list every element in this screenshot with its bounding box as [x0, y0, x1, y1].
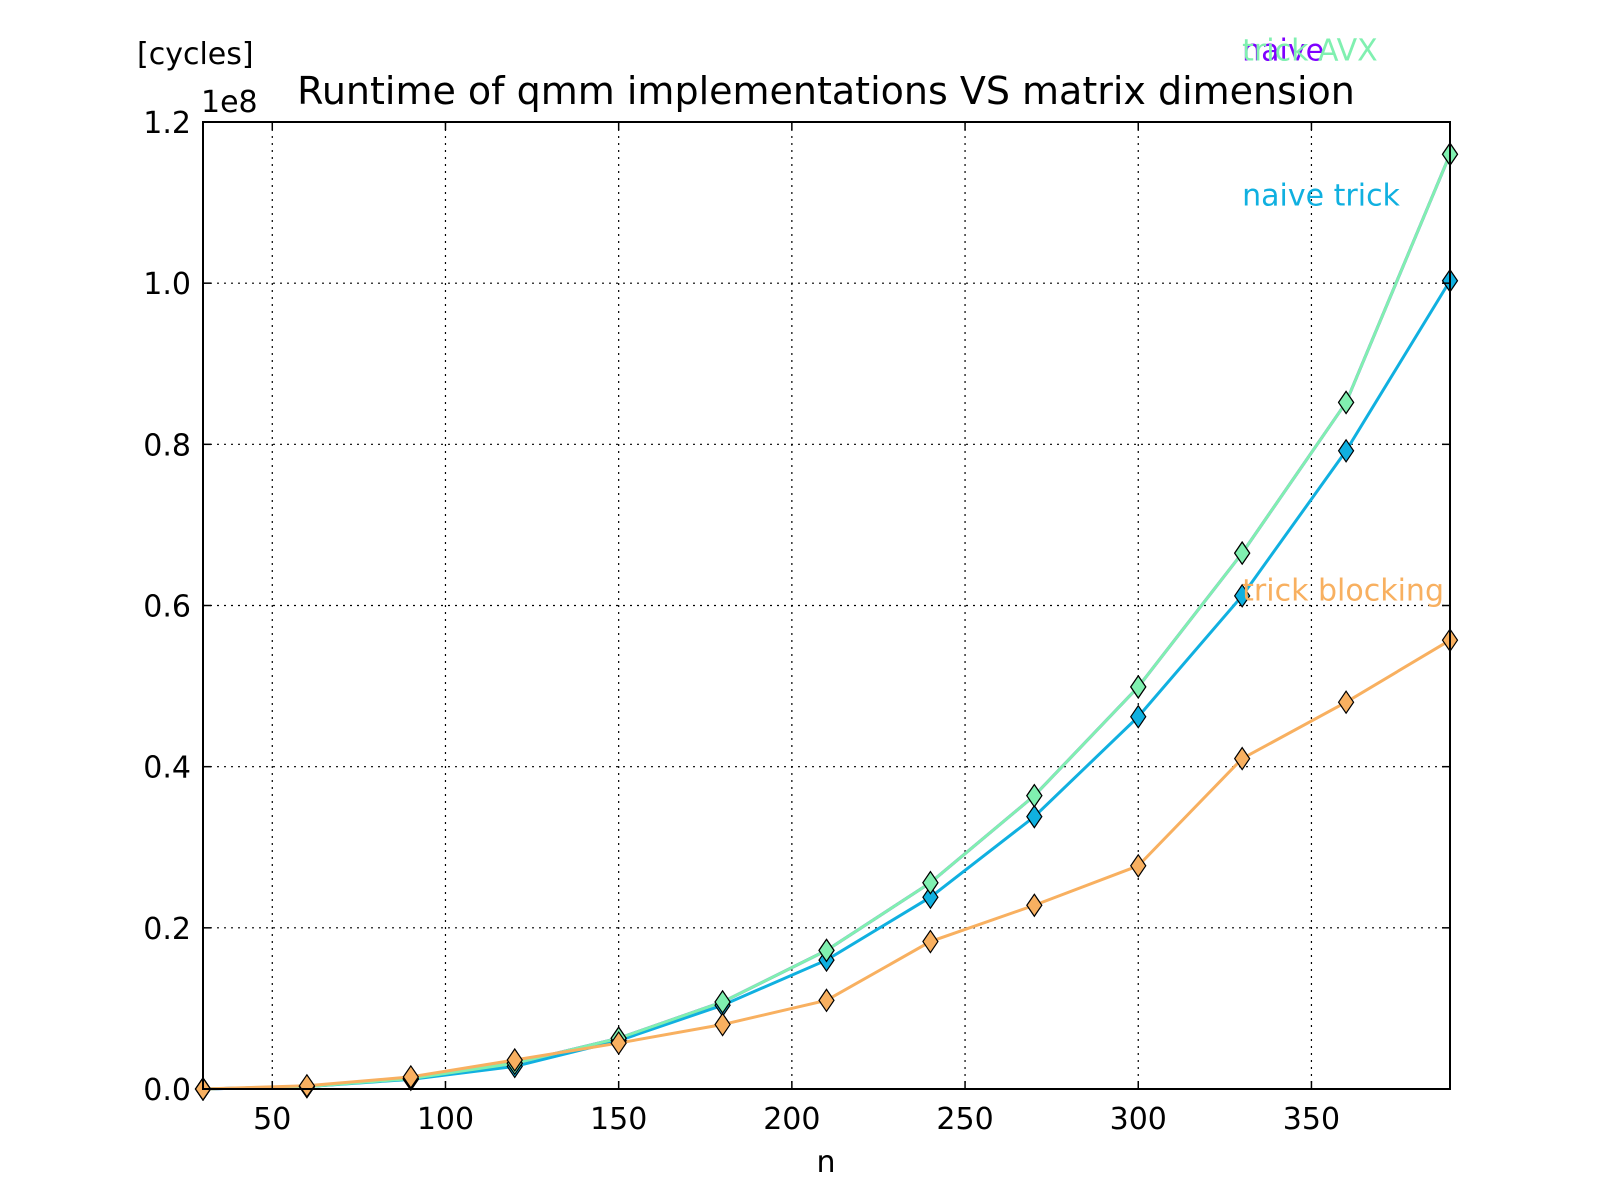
x-tick-label: 200	[763, 1102, 820, 1137]
x-tick-label: 100	[417, 1102, 474, 1137]
series-label-naive-trick: naive trick	[1242, 179, 1400, 214]
x-tick-label: 150	[590, 1102, 647, 1137]
data-point-naive-trick	[1130, 704, 1147, 729]
data-point-trick-blocking	[922, 929, 939, 954]
data-point-trick-avx	[1026, 783, 1043, 808]
data-point-naive-trick	[1026, 804, 1043, 829]
chart-title: Runtime of qmm implementations VS matrix…	[297, 69, 1355, 113]
data-point-trick-blocking	[714, 1012, 731, 1037]
data-point-trick-blocking	[298, 1073, 316, 1098]
data-point-naive-trick	[922, 885, 939, 910]
data-point-trick-avx	[1130, 674, 1147, 699]
series-markers	[194, 142, 1459, 1102]
data-point-trick-avx	[922, 870, 939, 895]
x-tick-label: 50	[253, 1102, 291, 1137]
y-tick-label: 0.0	[143, 1073, 191, 1108]
y-tick-label: 0.4	[143, 751, 191, 786]
series-label-trick-avx: trick AVX	[1242, 33, 1378, 68]
data-point-trick-avx	[1233, 541, 1251, 566]
x-axis-label: n	[816, 1145, 835, 1180]
data-point-trick-blocking	[1337, 690, 1355, 715]
series-label-naive: naive	[1242, 33, 1324, 68]
data-point-naive-trick	[1337, 438, 1355, 463]
data-point-trick-avx	[818, 938, 835, 963]
axis-ticks: 50 100 150 200 250 300 350 0.0 0.2 0.4 0.6 0.8 1.0 1.…	[143, 106, 1450, 1137]
x-tick-label: 300	[1110, 1102, 1167, 1137]
y-axis-multiplier: 1e8	[201, 85, 258, 120]
data-point-trick-blocking	[402, 1064, 420, 1089]
y-tick-label: 0.6	[143, 590, 191, 625]
data-point-trick-blocking	[610, 1031, 627, 1056]
y-tick-label: 1.2	[143, 106, 191, 141]
data-point-naive-trick	[1233, 583, 1251, 608]
series-labels: naive naive trick trick AVX trick blocking	[1242, 33, 1444, 608]
data-point-trick-avx	[1337, 390, 1355, 415]
series-label-trick-blocking: trick blocking	[1242, 573, 1444, 608]
y-axis-label: [cycles]	[137, 37, 254, 72]
y-tick-label: 1.0	[143, 267, 191, 302]
data-point-trick-blocking	[1130, 853, 1147, 878]
data-point-trick-blocking	[506, 1047, 523, 1073]
data-point-trick-blocking	[1233, 746, 1251, 771]
x-tick-label: 350	[1283, 1102, 1340, 1137]
y-tick-label: 0.2	[143, 912, 191, 947]
y-tick-label: 0.8	[143, 428, 191, 463]
data-point-trick-blocking	[818, 988, 835, 1013]
data-point-trick-blocking	[1026, 893, 1043, 918]
x-tick-label: 250	[936, 1102, 993, 1137]
